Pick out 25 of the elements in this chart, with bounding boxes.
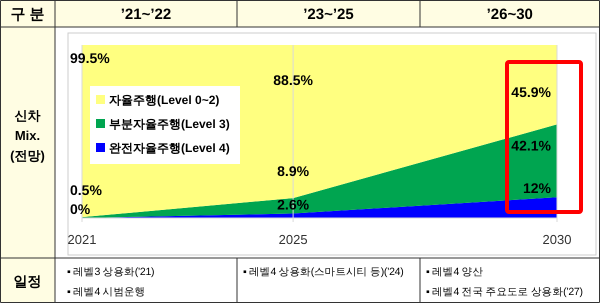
data-label: 0% [70,201,91,217]
legend-label: 완전자율주행(Level 4) [109,141,230,155]
legend-label: 부분자율주행(Level 3) [109,117,230,131]
data-label: 8.9% [277,163,310,180]
text: ▪ 레벨3 상용화(’21) [67,266,154,278]
text: ▪ 레벨4 시범운행 [67,286,146,298]
data-label: 99.5% [70,50,110,66]
data-label: 88.5% [273,72,314,88]
x-tick-label: 2025 [278,232,308,247]
data-label: 45.9% [511,84,552,100]
x-tick-label: 2021 [68,232,96,247]
text: ▪ 레벨4 전국 주요도로 상용화(’27) [426,286,583,298]
text: 구 분 [10,6,45,23]
data-label: 42.1% [511,137,552,154]
x-tick-label: 2030 [542,232,572,247]
text: ’26~30 [486,6,533,23]
text: ▪ 레벨4 상용화(스마트시티 등)(’24) [243,266,404,278]
legend-label: 자율주행(Level 0~2) [109,93,220,107]
text: 일정 [14,273,42,289]
text: ▪ 레벨4 양산 [426,266,484,278]
data-label: 0.5% [70,182,102,198]
text: 신차 Mix. (전망) [10,108,45,163]
text: ’23~’25 [303,6,354,23]
data-label: 12% [522,180,552,196]
text: ’21~’22 [120,6,172,23]
